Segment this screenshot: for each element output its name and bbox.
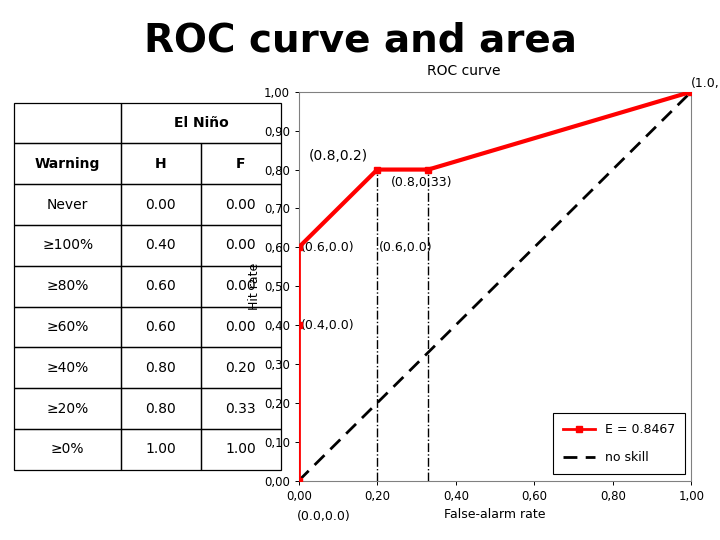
Bar [201, 184, 281, 225]
Bar [121, 144, 201, 184]
Text: ROC curve and area: ROC curve and area [143, 22, 577, 59]
Text: H: H [155, 157, 167, 171]
Text: ≥80%: ≥80% [47, 279, 89, 293]
Text: ≥60%: ≥60% [47, 320, 89, 334]
Bar [201, 429, 281, 470]
Text: 0.80: 0.80 [145, 361, 176, 375]
Text: F: F [236, 157, 246, 171]
Bar [14, 307, 121, 347]
Bar [201, 388, 281, 429]
Text: (0.8,0.33): (0.8,0.33) [391, 176, 452, 188]
Bar [121, 103, 281, 144]
Bar [201, 347, 281, 388]
Text: (0.6,0.0): (0.6,0.0) [379, 241, 433, 254]
Bar [201, 266, 281, 307]
Bar [121, 225, 201, 266]
Text: 0.20: 0.20 [225, 361, 256, 375]
Bar [121, 429, 201, 470]
Bar [121, 266, 201, 307]
Text: (0.6,0.0): (0.6,0.0) [301, 241, 354, 254]
Bar [121, 307, 201, 347]
Text: ROC curve: ROC curve [427, 64, 500, 78]
Text: (0.0,0.0): (0.0,0.0) [297, 510, 351, 523]
Text: ≥0%: ≥0% [51, 442, 84, 456]
Text: 0.00: 0.00 [225, 238, 256, 252]
Bar [121, 347, 201, 388]
Text: 0.00: 0.00 [145, 198, 176, 212]
Bar [201, 144, 281, 184]
Text: (1.0,1.0): (1.0,1.0) [691, 77, 720, 90]
Text: 1.00: 1.00 [225, 442, 256, 456]
Bar [14, 347, 121, 388]
Text: 0.60: 0.60 [145, 320, 176, 334]
Bar [201, 225, 281, 266]
Bar [14, 225, 121, 266]
Text: Warning: Warning [35, 157, 100, 171]
Text: 0.00: 0.00 [225, 320, 256, 334]
Text: ≥40%: ≥40% [47, 361, 89, 375]
Bar [14, 103, 121, 144]
Bar [14, 144, 121, 184]
Bar [201, 307, 281, 347]
Text: 0.00: 0.00 [225, 198, 256, 212]
Text: ≥20%: ≥20% [47, 402, 89, 416]
Text: 0.33: 0.33 [225, 402, 256, 416]
X-axis label: False-alarm rate: False-alarm rate [444, 508, 546, 521]
Text: 0.00: 0.00 [225, 279, 256, 293]
Bar [14, 184, 121, 225]
Bar [121, 184, 201, 225]
Text: (0.4,0.0): (0.4,0.0) [301, 319, 354, 332]
Text: 0.40: 0.40 [145, 238, 176, 252]
Y-axis label: Hit rate: Hit rate [248, 262, 261, 310]
Bar [14, 266, 121, 307]
Bar [121, 388, 201, 429]
Bar [14, 388, 121, 429]
Text: El Niño: El Niño [174, 116, 228, 130]
Text: ≥100%: ≥100% [42, 238, 94, 252]
Bar [14, 429, 121, 470]
Legend: E = 0.8467, no skill: E = 0.8467, no skill [554, 413, 685, 474]
Text: 0.80: 0.80 [145, 402, 176, 416]
Text: 1.00: 1.00 [145, 442, 176, 456]
Text: Never: Never [47, 198, 89, 212]
Text: 0.60: 0.60 [145, 279, 176, 293]
Text: (0.8,0.2): (0.8,0.2) [309, 148, 368, 163]
